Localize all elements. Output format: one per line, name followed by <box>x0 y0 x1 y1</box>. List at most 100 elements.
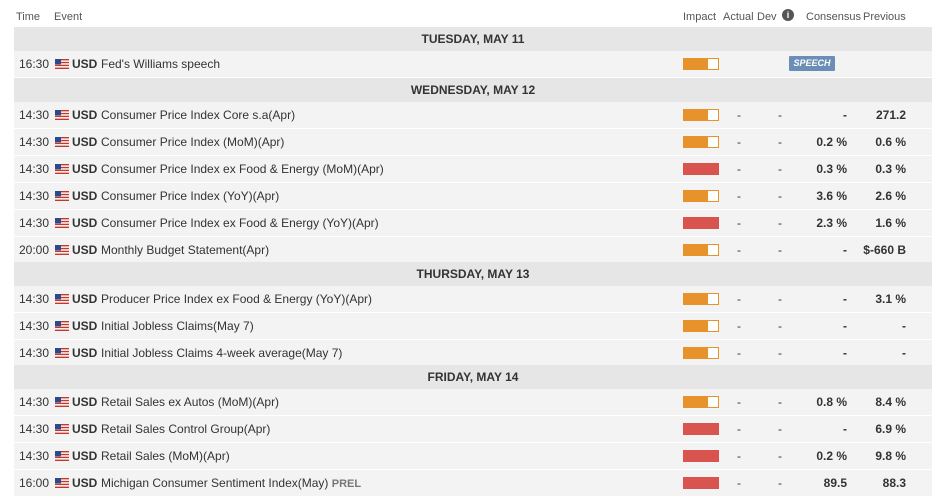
currency: USD <box>72 292 98 306</box>
event-name[interactable]: Consumer Price Index (YoY)(Apr) <box>101 189 280 203</box>
dev-value: - <box>778 189 782 203</box>
event-time: 14:30 <box>19 162 50 176</box>
currency: USD <box>72 135 98 149</box>
event-name[interactable]: Producer Price Index ex Food & Energy (Y… <box>101 292 373 306</box>
impact-indicator <box>683 190 719 202</box>
header-previous[interactable]: Previous <box>863 11 906 23</box>
event-time: 14:30 <box>19 189 50 203</box>
dev-value: - <box>778 243 782 257</box>
event-name[interactable]: Retail Sales ex Autos (MoM)(Apr) <box>101 395 280 409</box>
event-name[interactable]: Consumer Price Index ex Food & Energy (Y… <box>101 216 379 230</box>
event-name[interactable]: Fed's Williams speech <box>101 57 220 71</box>
actual-value: - <box>737 422 741 436</box>
event-time: 14:30 <box>19 449 50 463</box>
table-row[interactable]: 14:30 USD Retail Sales ex Autos (MoM)(Ap… <box>14 389 932 416</box>
info-icon[interactable]: i <box>782 9 794 21</box>
impact-indicator <box>683 109 719 121</box>
table-row[interactable]: 16:30 USD Fed's Williams speech SPEECH <box>14 51 932 78</box>
impact-indicator <box>683 347 719 359</box>
impact-indicator <box>683 396 719 408</box>
table-row[interactable]: 14:30 USD Producer Price Index ex Food &… <box>14 286 932 313</box>
header-time[interactable]: Time <box>16 11 41 23</box>
us-flag-icon <box>55 164 69 174</box>
previous-value: 3.1 % <box>875 292 906 306</box>
event-name[interactable]: Initial Jobless Claims 4-week average(Ma… <box>101 346 343 360</box>
us-flag-icon <box>55 218 69 228</box>
actual-value: - <box>737 476 741 490</box>
table-row[interactable]: 14:30 USD Initial Jobless Claims(May 7) … <box>14 313 932 340</box>
previous-value: 1.6 % <box>875 216 906 230</box>
us-flag-icon <box>55 191 69 201</box>
header-actual[interactable]: Actual <box>723 11 754 23</box>
table-row[interactable]: 14:30 USD Consumer Price Index (MoM)(Apr… <box>14 129 932 156</box>
currency: USD <box>72 216 98 230</box>
table-row[interactable]: 14:30 USD Retail Sales Control Group(Apr… <box>14 416 932 443</box>
impact-indicator <box>683 244 719 256</box>
actual-value: - <box>737 395 741 409</box>
dev-value: - <box>778 476 782 490</box>
header-event[interactable]: Event <box>54 11 83 23</box>
us-flag-icon <box>55 110 69 120</box>
event-name[interactable]: Monthly Budget Statement(Apr) <box>101 243 270 257</box>
table-row[interactable]: 14:30 USD Consumer Price Index Core s.a(… <box>14 102 932 129</box>
actual-value: - <box>737 135 741 149</box>
event-time: 14:30 <box>19 346 50 360</box>
dev-value: - <box>778 422 782 436</box>
us-flag-icon <box>55 137 69 147</box>
event-time: 14:30 <box>19 422 50 436</box>
table-row[interactable]: 14:30 USD Consumer Price Index (YoY)(Apr… <box>14 183 932 210</box>
us-flag-icon <box>55 245 69 255</box>
event-name[interactable]: Initial Jobless Claims(May 7) <box>101 319 254 333</box>
event-time: 16:30 <box>19 57 50 71</box>
actual-value: - <box>737 319 741 333</box>
event-time: 14:30 <box>19 319 50 333</box>
consensus-value: - <box>843 346 847 360</box>
currency: USD <box>72 108 98 122</box>
table-row[interactable]: 14:30 USD Consumer Price Index ex Food &… <box>14 210 932 237</box>
currency: USD <box>72 243 98 257</box>
us-flag-icon <box>55 321 69 331</box>
table-row[interactable]: 14:30 USD Retail Sales (MoM)(Apr) - - 0.… <box>14 443 932 470</box>
header-consensus[interactable]: Consensus <box>806 11 862 23</box>
table-row[interactable]: 16:00 USD Michigan Consumer Sentiment In… <box>14 470 932 497</box>
event-name[interactable]: Retail Sales Control Group(Apr) <box>101 422 271 436</box>
previous-value: - <box>902 319 906 333</box>
impact-indicator <box>683 450 719 462</box>
previous-value: 9.8 % <box>875 449 906 463</box>
table-row[interactable]: 14:30 USD Consumer Price Index ex Food &… <box>14 156 932 183</box>
currency: USD <box>72 395 98 409</box>
dev-value: - <box>778 395 782 409</box>
table-row[interactable]: 14:30 USD Initial Jobless Claims 4-week … <box>14 340 932 367</box>
currency: USD <box>72 57 98 71</box>
event-name[interactable]: Consumer Price Index (MoM)(Apr) <box>101 135 285 149</box>
event-name[interactable]: Retail Sales (MoM)(Apr) <box>101 449 230 463</box>
us-flag-icon <box>55 424 69 434</box>
dev-value: - <box>778 135 782 149</box>
currency: USD <box>72 422 98 436</box>
actual-value: - <box>737 292 741 306</box>
event-time: 14:30 <box>19 216 50 230</box>
impact-indicator <box>683 58 719 70</box>
currency: USD <box>72 189 98 203</box>
consensus-value: 3.6 % <box>816 189 847 203</box>
event-name[interactable]: Michigan Consumer Sentiment Index(May) P… <box>101 470 361 497</box>
speech-badge: SPEECH <box>789 56 835 71</box>
header-dev[interactable]: Dev <box>757 11 777 23</box>
currency: USD <box>72 162 98 176</box>
event-name[interactable]: Consumer Price Index ex Food & Energy (M… <box>101 162 384 176</box>
us-flag-icon <box>55 348 69 358</box>
event-time: 14:30 <box>19 292 50 306</box>
table-row[interactable]: 20:00 USD Monthly Budget Statement(Apr) … <box>14 237 932 264</box>
previous-value: 8.4 % <box>875 395 906 409</box>
event-name[interactable]: Consumer Price Index Core s.a(Apr) <box>101 108 296 122</box>
day-header-tuesday: TUESDAY, MAY 11 <box>14 27 932 51</box>
impact-indicator <box>683 320 719 332</box>
header-impact[interactable]: Impact <box>683 11 717 23</box>
dev-value: - <box>778 319 782 333</box>
dev-value: - <box>778 292 782 306</box>
dev-value: - <box>778 162 782 176</box>
previous-value: 0.6 % <box>875 135 906 149</box>
event-time: 16:00 <box>19 476 50 490</box>
consensus-value: - <box>843 243 847 257</box>
consensus-value: - <box>843 422 847 436</box>
